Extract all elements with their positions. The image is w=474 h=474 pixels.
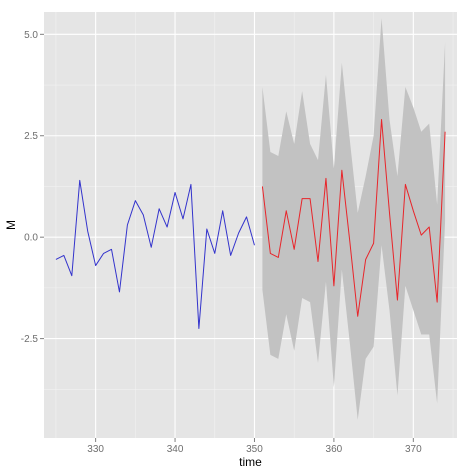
x-axis-title: time (239, 455, 262, 469)
y-tick-label: -2.5 (21, 334, 39, 345)
series-layer (55, 119, 446, 329)
y-tick-label: 5.0 (24, 30, 38, 41)
y-axis: 5.0 2.5 0.0 -2.5 (21, 30, 44, 345)
minor-gridlines (44, 12, 457, 438)
confidence-band (262, 18, 446, 420)
x-tick-label: 350 (246, 444, 263, 455)
x-tick-label: 370 (405, 444, 422, 455)
forecast-series-line (261, 119, 446, 317)
y-tick-label: 0.0 (24, 233, 38, 244)
x-tick-label: 340 (167, 444, 184, 455)
x-axis: 330 340 350 360 370 (87, 438, 422, 455)
confidence-band-layer (262, 18, 446, 420)
observed-series-line (55, 179, 255, 329)
y-axis-title: M (4, 220, 18, 230)
x-tick-label: 330 (87, 444, 104, 455)
x-tick-label: 360 (326, 444, 343, 455)
y-tick-label: 2.5 (24, 131, 38, 142)
